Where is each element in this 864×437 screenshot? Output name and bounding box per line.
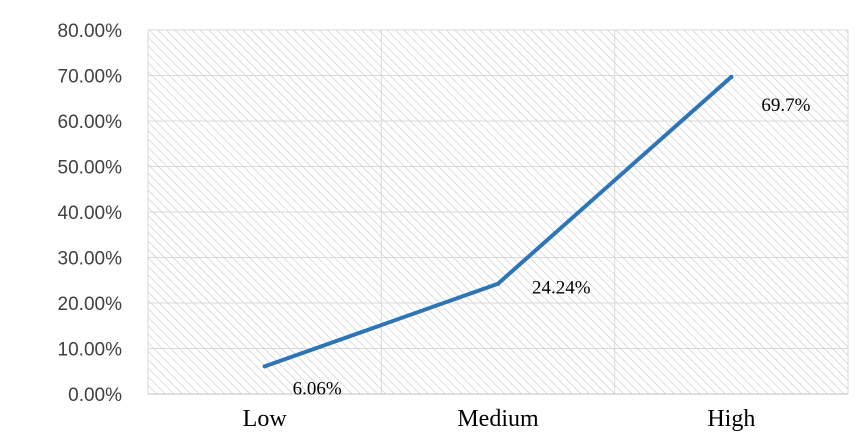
y-axis: 0.00% 10.00% 20.00% 30.00% 40.00% 50.00% 60.00…	[58, 21, 123, 406]
y-tick-label: 70.00%	[58, 67, 123, 88]
y-tick-label: 60.00%	[58, 112, 123, 133]
y-tick-label: 50.00%	[58, 158, 123, 179]
x-tick-label: High	[707, 406, 755, 432]
y-tick-label: 10.00%	[58, 340, 123, 361]
y-tick-label: 20.00%	[58, 294, 123, 315]
data-point	[262, 364, 267, 369]
gridlines	[147, 29, 849, 395]
y-tick-label: 80.00%	[58, 21, 123, 42]
x-tick-label: Medium	[457, 406, 539, 432]
data-label: 6.06%	[293, 378, 342, 399]
y-tick-label: 40.00%	[58, 203, 123, 224]
y-tick-label: 30.00%	[58, 249, 123, 270]
x-axis: Low Medium High	[148, 393, 848, 432]
x-tick-label: Low	[243, 406, 288, 432]
data-point	[729, 74, 734, 79]
data-point	[496, 281, 500, 286]
series-group	[262, 74, 734, 369]
data-labels: 6.06% 24.24% 69.7%	[293, 95, 811, 400]
data-label: 24.24%	[532, 278, 591, 299]
data-label: 69.7%	[761, 95, 810, 116]
y-tick-label: 0.00%	[68, 385, 122, 406]
